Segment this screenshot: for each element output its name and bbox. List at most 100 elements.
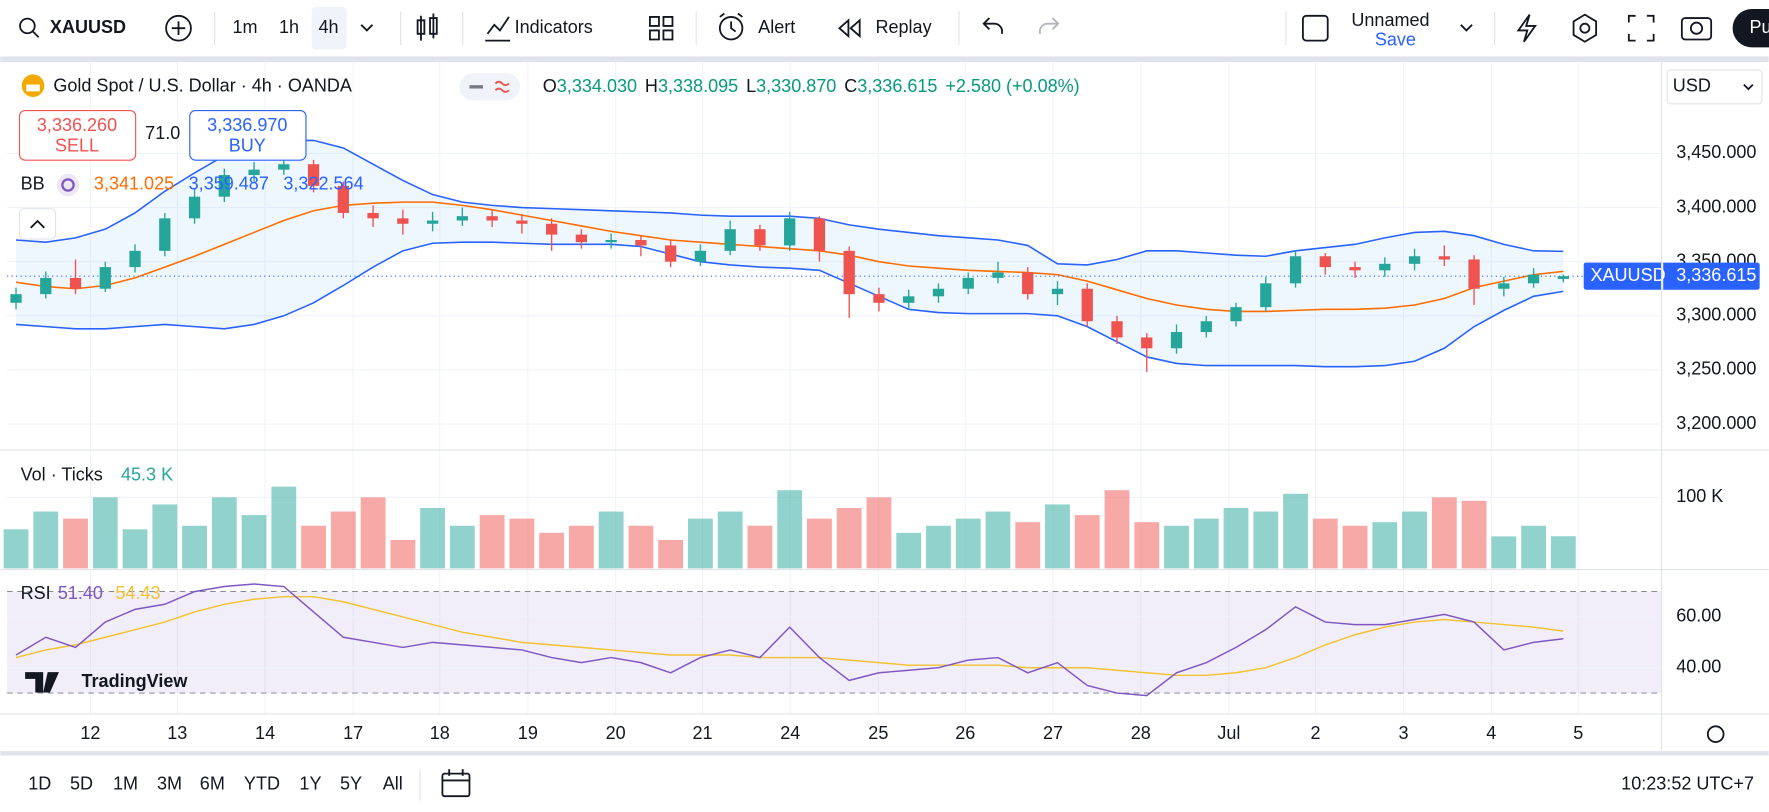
range-button[interactable]: 6M: [200, 774, 225, 794]
collapse-legend[interactable]: [18, 208, 57, 240]
y-tick-label: 3,200.000: [1676, 413, 1756, 433]
buy-button[interactable]: [189, 109, 307, 161]
volume-bar: [1074, 515, 1100, 569]
volume-bar: [1521, 525, 1546, 569]
range-button[interactable]: 3M: [157, 774, 182, 794]
volume-bar: [777, 490, 803, 569]
rsi-name[interactable]: RSI: [21, 583, 51, 603]
watermark: TradingView: [82, 671, 189, 691]
x-tick-label: 2: [1310, 723, 1320, 743]
interval[interactable]: 1m: [233, 17, 258, 37]
bb-icon: [61, 178, 75, 192]
range-button[interactable]: 5Y: [340, 774, 362, 794]
legend-title[interactable]: Gold Spot / U.S. Dollar · 4h · OANDA: [53, 76, 352, 96]
templates-icon[interactable]: [649, 16, 674, 41]
indicators-button[interactable]: Indicators: [515, 17, 593, 37]
volume-bar: [360, 497, 386, 569]
axis-settings[interactable]: [1706, 725, 1725, 743]
settings-icon[interactable]: [1572, 13, 1598, 43]
volume-bar: [390, 539, 416, 569]
layout-name[interactable]: Unnamed: [1351, 10, 1429, 30]
ohlc: O3,334.030 H3,338.095 L3,330.870 C3,336.615…: [543, 76, 1080, 96]
fullscreen-icon[interactable]: [1627, 14, 1655, 42]
sell-label[interactable]: SELL: [55, 135, 99, 155]
candle-body: [129, 250, 141, 268]
candle-body: [1022, 272, 1034, 295]
candle-body: [545, 223, 558, 235]
volume-bar: [92, 497, 118, 569]
volume-bar: [1550, 536, 1576, 569]
volume-bar: [122, 529, 148, 569]
buy-price[interactable]: 3,336.970: [207, 115, 287, 135]
ohlc-value: 3,334.030: [557, 76, 637, 96]
volume-name[interactable]: Vol · Ticks: [21, 465, 103, 485]
symbol[interactable]: XAUUSD: [50, 17, 126, 37]
publish-button-bg[interactable]: [1732, 9, 1769, 48]
replay-button[interactable]: Replay: [875, 17, 931, 37]
volume-bar: [568, 525, 594, 569]
x-tick-label: 26: [955, 723, 975, 743]
bottom-divider: [0, 751, 1769, 756]
snapshot-lens: [1689, 21, 1704, 35]
rsi-band: [7, 591, 1662, 694]
snapshot-icon[interactable]: [1680, 17, 1713, 41]
publish-button[interactable]: Pu: [1750, 17, 1769, 37]
range-button[interactable]: 1M: [113, 774, 138, 794]
indicators-icon[interactable]: [485, 16, 511, 42]
legend-toggle[interactable]: [459, 73, 521, 101]
range-button[interactable]: 5D: [70, 774, 93, 794]
candle-body: [992, 272, 1004, 278]
goto-date-icon[interactable]: [441, 772, 471, 798]
interval-active-bg: [311, 6, 347, 50]
volume-bar: [1372, 522, 1398, 569]
range-button[interactable]: All: [383, 774, 403, 794]
range-button[interactable]: 1D: [28, 774, 51, 794]
volume-bar: [1461, 500, 1487, 569]
candle-body: [665, 245, 677, 262]
candle-body: [10, 294, 22, 303]
redo[interactable]: [1038, 17, 1060, 35]
replay-icon[interactable]: [838, 18, 861, 39]
volume-bar: [241, 515, 267, 569]
add-symbol[interactable]: [165, 14, 192, 42]
sell-price[interactable]: 3,336.260: [37, 115, 117, 135]
search-icon[interactable]: [19, 17, 36, 35]
range-button[interactable]: YTD: [244, 774, 280, 794]
interval-caret[interactable]: [360, 24, 374, 32]
x-tick-label: 4: [1486, 723, 1496, 743]
goto-date-icon-top: [442, 769, 470, 782]
candle-body: [188, 196, 201, 219]
currency-selector[interactable]: [1666, 69, 1763, 105]
chart-type-icon[interactable]: [416, 13, 438, 41]
volume-bar: [1402, 511, 1427, 569]
interval[interactable]: 4h: [318, 17, 338, 37]
volume-bar: [3, 529, 29, 569]
alert-icon[interactable]: [718, 16, 744, 41]
candle-body: [1111, 321, 1123, 338]
range-button[interactable]: 1Y: [299, 774, 321, 794]
quick-search-icon[interactable]: [1516, 14, 1537, 43]
volume-bar: [1193, 518, 1219, 569]
alert-icon-hands: [719, 12, 743, 33]
currency-caret: [1743, 83, 1754, 91]
layout-caret[interactable]: [1460, 24, 1473, 32]
candle-body: [575, 234, 588, 243]
currency[interactable]: USD: [1673, 76, 1711, 96]
candle-body: [813, 218, 826, 251]
layout-icon[interactable]: [1302, 14, 1329, 42]
symbol-logo-bar: [26, 84, 40, 92]
rsi-line: [15, 583, 1564, 697]
alert-button[interactable]: Alert: [758, 17, 795, 37]
buy-label[interactable]: BUY: [229, 135, 266, 155]
volume-bar: [1104, 490, 1130, 569]
undo[interactable]: [982, 17, 1004, 35]
rsi-ma-value: 54.43: [115, 583, 160, 603]
candle-body: [337, 185, 349, 213]
volume-bar: [1312, 518, 1338, 569]
save-button[interactable]: Save: [1375, 29, 1416, 49]
bb-name[interactable]: BB: [21, 174, 45, 194]
interval[interactable]: 1h: [279, 17, 299, 37]
candle-body: [367, 212, 379, 219]
sell-button[interactable]: [18, 109, 137, 161]
